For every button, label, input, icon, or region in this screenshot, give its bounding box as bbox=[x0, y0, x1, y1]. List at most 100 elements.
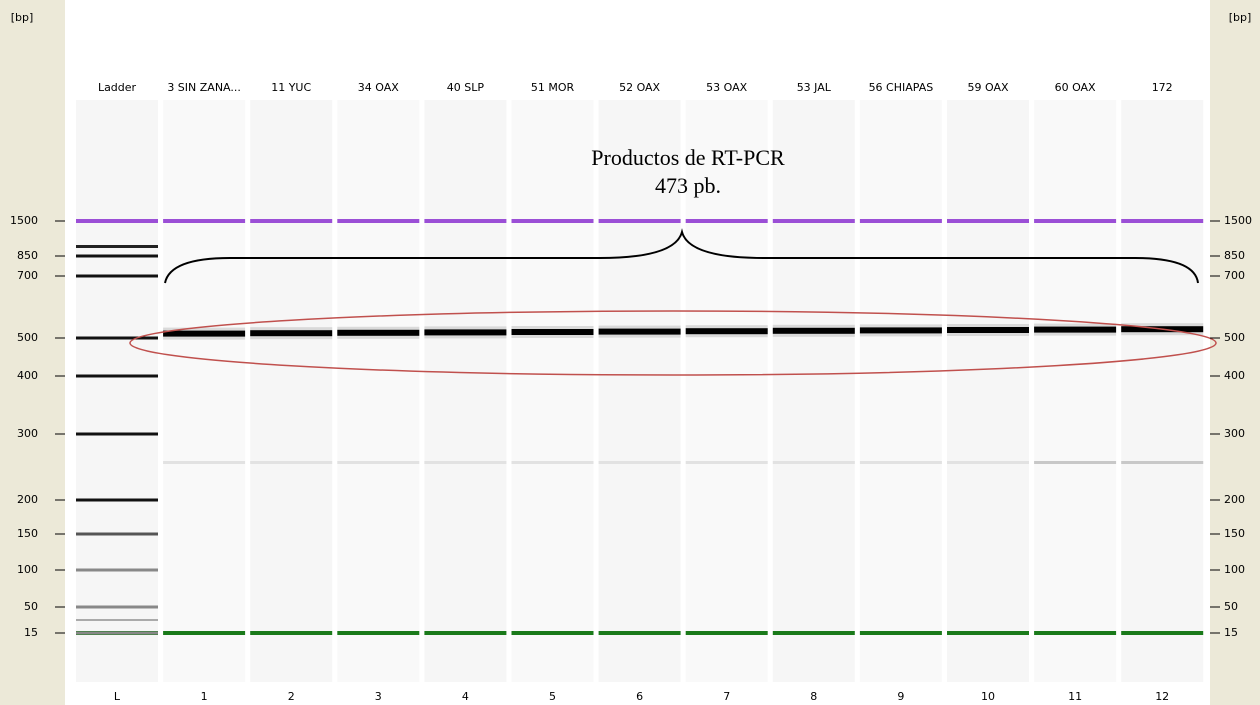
ladder-band bbox=[76, 337, 158, 340]
lane-number: 7 bbox=[723, 690, 730, 703]
lower-marker-band bbox=[250, 631, 332, 635]
lane-number: 6 bbox=[636, 690, 643, 703]
size-label: 150 bbox=[1224, 527, 1245, 540]
sample-band bbox=[686, 328, 768, 334]
sample-band bbox=[250, 330, 332, 336]
lane-name: 40 SLP bbox=[447, 81, 485, 94]
faint-band bbox=[1034, 461, 1116, 464]
upper-marker-band bbox=[1121, 219, 1203, 223]
size-label: 300 bbox=[17, 427, 38, 440]
lane bbox=[1121, 100, 1203, 682]
faint-band bbox=[424, 461, 506, 464]
size-label: 15 bbox=[1224, 626, 1238, 639]
lane-number: 11 bbox=[1068, 690, 1082, 703]
lane bbox=[773, 100, 855, 682]
size-label: 500 bbox=[17, 331, 38, 344]
lane bbox=[424, 100, 506, 682]
ladder-band bbox=[76, 375, 158, 378]
annotation: 473 pb. bbox=[655, 173, 721, 198]
ladder-band bbox=[76, 632, 158, 635]
faint-band bbox=[860, 461, 942, 464]
sample-band bbox=[599, 329, 681, 335]
lane-name: 52 OAX bbox=[619, 81, 660, 94]
gel-lanes bbox=[76, 100, 1203, 682]
lower-marker-band bbox=[337, 631, 419, 635]
lane-number: 5 bbox=[549, 690, 556, 703]
upper-marker-band bbox=[686, 219, 768, 223]
size-label: 50 bbox=[1224, 600, 1238, 613]
ladder-band bbox=[76, 245, 158, 248]
lane bbox=[860, 100, 942, 682]
lane-number: 4 bbox=[462, 690, 469, 703]
size-label: 1500 bbox=[1224, 214, 1252, 227]
lane-name: Ladder bbox=[98, 81, 137, 94]
size-label: 100 bbox=[1224, 563, 1245, 576]
lane-number: 1 bbox=[201, 690, 208, 703]
upper-marker-band bbox=[250, 219, 332, 223]
lane-name: 60 OAX bbox=[1055, 81, 1096, 94]
lane-name: 172 bbox=[1152, 81, 1173, 94]
lower-marker-band bbox=[1034, 631, 1116, 635]
size-label: 150 bbox=[17, 527, 38, 540]
sample-band bbox=[1034, 327, 1116, 333]
lower-marker-band bbox=[424, 631, 506, 635]
lane bbox=[76, 100, 158, 682]
lane bbox=[1034, 100, 1116, 682]
upper-marker-band bbox=[947, 219, 1029, 223]
lane-name: 53 OAX bbox=[706, 81, 747, 94]
size-label: 850 bbox=[17, 249, 38, 262]
axis-label: [bp] bbox=[11, 11, 34, 24]
upper-marker-band bbox=[76, 219, 158, 223]
size-label: 400 bbox=[1224, 369, 1245, 382]
lower-marker-band bbox=[686, 631, 768, 635]
lane-number: 8 bbox=[810, 690, 817, 703]
size-label: 1500 bbox=[10, 214, 38, 227]
faint-band bbox=[512, 461, 594, 464]
lane bbox=[512, 100, 594, 682]
size-label: 700 bbox=[1224, 269, 1245, 282]
size-label: 200 bbox=[17, 493, 38, 506]
faint-band bbox=[163, 461, 245, 464]
lane-number: 10 bbox=[981, 690, 995, 703]
sample-band bbox=[947, 327, 1029, 333]
size-label: 850 bbox=[1224, 249, 1245, 262]
lane-number: 3 bbox=[375, 690, 382, 703]
size-label: 500 bbox=[1224, 331, 1245, 344]
ladder-band bbox=[76, 606, 158, 609]
lane-number: L bbox=[114, 690, 121, 703]
sample-band bbox=[512, 329, 594, 335]
faint-band bbox=[686, 461, 768, 464]
lane bbox=[250, 100, 332, 682]
sample-band bbox=[424, 329, 506, 335]
lane-name: 56 CHIAPAS bbox=[869, 81, 934, 94]
faint-band bbox=[1121, 461, 1203, 464]
page: [bp] [bp] Productos de RT-PCR 473 pb. La… bbox=[0, 0, 1260, 705]
lane-name: 59 OAX bbox=[967, 81, 1008, 94]
lower-marker-band bbox=[163, 631, 245, 635]
lane-number: 12 bbox=[1155, 690, 1169, 703]
faint-band bbox=[773, 461, 855, 464]
lower-marker-band bbox=[512, 631, 594, 635]
lower-marker-band bbox=[773, 631, 855, 635]
lane bbox=[947, 100, 1029, 682]
faint-band bbox=[947, 461, 1029, 464]
lane-name: 51 MOR bbox=[531, 81, 575, 94]
lower-marker-band bbox=[1121, 631, 1203, 635]
lane-name: 3 SIN ZANA... bbox=[167, 81, 241, 94]
size-label: 400 bbox=[17, 369, 38, 382]
faint-band bbox=[599, 461, 681, 464]
lower-marker-band bbox=[599, 631, 681, 635]
size-label: 700 bbox=[17, 269, 38, 282]
upper-marker-band bbox=[1034, 219, 1116, 223]
lane-number: 2 bbox=[288, 690, 295, 703]
ladder-band bbox=[76, 433, 158, 436]
lower-marker-band bbox=[947, 631, 1029, 635]
sample-band bbox=[860, 327, 942, 333]
upper-marker-band bbox=[773, 219, 855, 223]
sample-band bbox=[337, 330, 419, 336]
upper-marker-band bbox=[599, 219, 681, 223]
size-label: 15 bbox=[24, 626, 38, 639]
size-label: 100 bbox=[17, 563, 38, 576]
size-label: 200 bbox=[1224, 493, 1245, 506]
size-label: 300 bbox=[1224, 427, 1245, 440]
